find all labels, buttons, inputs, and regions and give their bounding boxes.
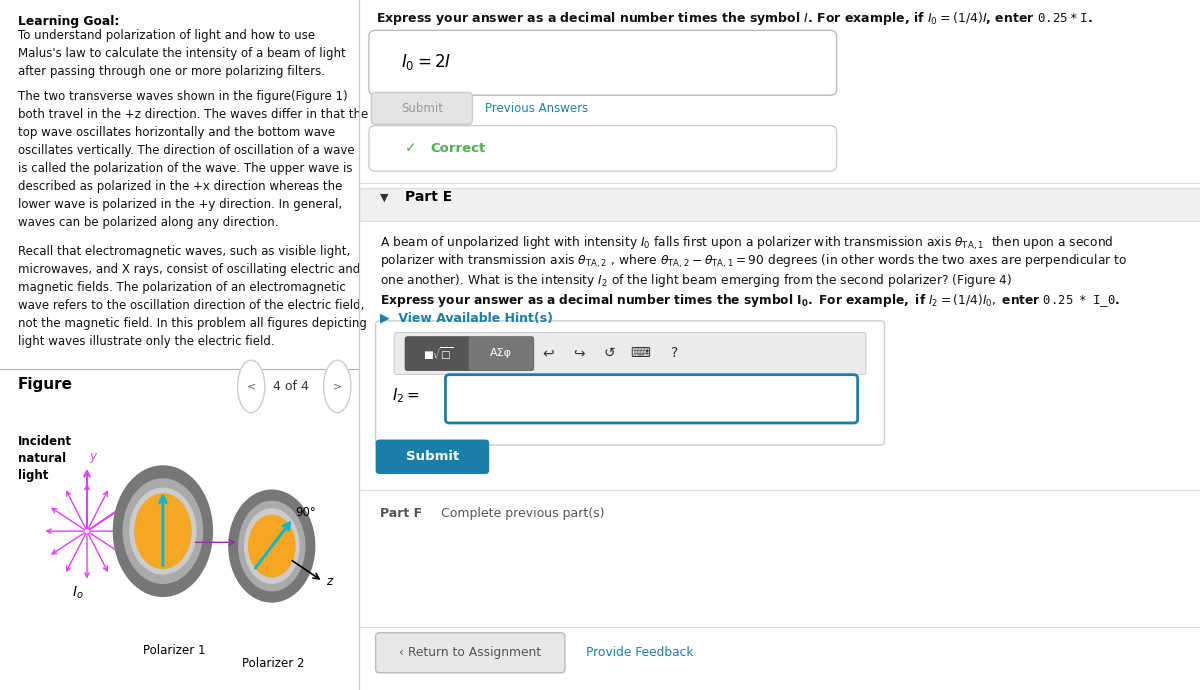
Text: light: light bbox=[18, 469, 48, 482]
Text: y: y bbox=[90, 450, 97, 462]
Text: x: x bbox=[137, 488, 144, 501]
FancyBboxPatch shape bbox=[368, 30, 836, 95]
Text: ↩: ↩ bbox=[542, 346, 554, 360]
Text: ΑΣφ: ΑΣφ bbox=[490, 348, 512, 358]
Text: Complete previous part(s): Complete previous part(s) bbox=[437, 507, 605, 520]
Text: ■$\sqrt{□}$: ■$\sqrt{□}$ bbox=[422, 345, 454, 362]
Text: ?: ? bbox=[671, 346, 678, 360]
Text: 90°: 90° bbox=[295, 506, 316, 518]
Text: ↺: ↺ bbox=[604, 346, 616, 360]
Text: To understand polarization of light and how to use
Malus's law to calculate the : To understand polarization of light and … bbox=[18, 29, 346, 78]
Text: polarizer with transmission axis $\theta_{\mathrm{TA,2}}$ , where $\theta_{\math: polarizer with transmission axis $\theta… bbox=[380, 253, 1127, 270]
Text: $\mathbf{Express\ your\ answer\ as\ a\ decimal\ number\ times\ the\ symbol}$$\ \: $\mathbf{Express\ your\ answer\ as\ a\ d… bbox=[380, 292, 1120, 309]
Ellipse shape bbox=[134, 494, 191, 569]
Ellipse shape bbox=[130, 489, 196, 574]
FancyBboxPatch shape bbox=[359, 188, 1200, 221]
Text: Submit: Submit bbox=[401, 102, 443, 115]
Text: Learning Goal:: Learning Goal: bbox=[18, 15, 119, 28]
Text: ▼: ▼ bbox=[380, 193, 389, 202]
FancyBboxPatch shape bbox=[368, 126, 836, 171]
Text: one another). What is the intensity $I_2$ of the light beam emerging from the se: one another). What is the intensity $I_2… bbox=[380, 272, 1012, 289]
Text: Polarizer 2: Polarizer 2 bbox=[242, 657, 305, 670]
Circle shape bbox=[324, 360, 350, 413]
Text: ▶  View Available Hint(s): ▶ View Available Hint(s) bbox=[380, 312, 553, 325]
Text: Express your answer as a decimal number times the symbol $I$. For example, if $I: Express your answer as a decimal number … bbox=[376, 10, 1092, 27]
FancyBboxPatch shape bbox=[445, 375, 858, 423]
Text: Part F: Part F bbox=[380, 507, 422, 520]
Text: Figure: Figure bbox=[18, 377, 73, 393]
Text: Submit: Submit bbox=[406, 451, 460, 463]
Text: Correct: Correct bbox=[431, 142, 486, 155]
Text: Provide Feedback: Provide Feedback bbox=[586, 647, 694, 659]
Text: ⌨: ⌨ bbox=[631, 346, 650, 360]
Text: natural: natural bbox=[18, 452, 66, 465]
FancyBboxPatch shape bbox=[372, 92, 473, 124]
Text: ↪: ↪ bbox=[574, 346, 586, 360]
Ellipse shape bbox=[248, 515, 295, 577]
Text: Polarizer 1: Polarizer 1 bbox=[143, 644, 205, 657]
FancyBboxPatch shape bbox=[406, 337, 470, 371]
Text: $I_o$: $I_o$ bbox=[72, 584, 84, 601]
Text: Recall that electromagnetic waves, such as visible light,
microwaves, and X rays: Recall that electromagnetic waves, such … bbox=[18, 245, 367, 348]
Circle shape bbox=[238, 360, 265, 413]
Text: <: < bbox=[246, 382, 256, 391]
Text: Part E: Part E bbox=[406, 190, 452, 204]
FancyBboxPatch shape bbox=[468, 337, 534, 371]
Ellipse shape bbox=[229, 490, 314, 602]
Text: z: z bbox=[326, 575, 332, 588]
Text: ‹ Return to Assignment: ‹ Return to Assignment bbox=[398, 647, 541, 659]
Text: Previous Answers: Previous Answers bbox=[485, 102, 588, 115]
FancyBboxPatch shape bbox=[376, 321, 884, 445]
Ellipse shape bbox=[114, 466, 212, 596]
Ellipse shape bbox=[239, 502, 305, 591]
FancyBboxPatch shape bbox=[394, 333, 866, 375]
Text: Incident: Incident bbox=[18, 435, 72, 448]
Text: $I_0 = 2I$: $I_0 = 2I$ bbox=[401, 52, 451, 72]
Ellipse shape bbox=[124, 479, 203, 583]
FancyBboxPatch shape bbox=[376, 440, 490, 474]
Text: >: > bbox=[332, 382, 342, 391]
Text: 4 of 4: 4 of 4 bbox=[274, 380, 310, 393]
Text: A beam of unpolarized light with intensity $I_0$ falls first upon a polarizer wi: A beam of unpolarized light with intensi… bbox=[380, 235, 1114, 252]
Text: ✓: ✓ bbox=[406, 141, 416, 155]
Text: The two transverse waves shown in the figure(Figure 1)
both travel in the +z dir: The two transverse waves shown in the fi… bbox=[18, 90, 368, 228]
FancyBboxPatch shape bbox=[376, 633, 565, 673]
Ellipse shape bbox=[245, 509, 299, 583]
Text: $I_2 =$: $I_2 =$ bbox=[392, 386, 420, 406]
